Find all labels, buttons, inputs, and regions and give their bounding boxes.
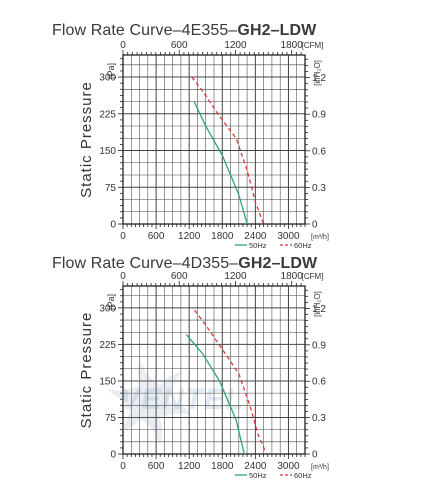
x2-tick-label: 0	[120, 271, 126, 282]
y2-tick-label: 0.3	[312, 183, 326, 194]
y-tick-label: 0	[110, 220, 116, 231]
x-tick-label: 3000	[277, 461, 300, 472]
legend-label-50hz: 50Hz	[249, 471, 267, 480]
flow-rate-chart-4e355: 0 600 1200 1800 2400 3000 [m³/h]0 600 1200 1800[C…	[78, 40, 329, 250]
y2-tick-label: 0.3	[312, 413, 326, 424]
x-tick-label: 1200	[178, 231, 201, 242]
x2-tick-label: 1200	[224, 40, 247, 51]
series-line-50hz	[193, 101, 248, 225]
watermark-fan-graphic	[108, 359, 192, 445]
grid	[122, 55, 306, 225]
y-axis-unit: [Pa]	[106, 63, 116, 79]
y-tick-label: 225	[99, 340, 116, 351]
x-axis-unit: [m³/h]	[311, 234, 329, 241]
y2-tick-label: 1.2	[312, 304, 326, 315]
x-axis-unit: [m³/h]	[311, 464, 329, 471]
y-axis-unit: [Pa]	[106, 294, 116, 310]
series-line-60hz	[191, 76, 265, 225]
y2-tick-label: 0.9	[312, 110, 326, 121]
y2-tick-label: 0.6	[312, 146, 326, 157]
watermark-fan-blade	[138, 402, 163, 445]
x-tick-label: 600	[148, 231, 165, 242]
x2-axis-unit: [CFM]	[302, 272, 324, 281]
x-tick-label: 1200	[178, 461, 201, 472]
x-tick-label: 3000	[277, 231, 300, 242]
watermark-fan-blade	[150, 372, 182, 404]
chart-title-prefix: Flow Rate Curve–4D355–	[52, 255, 239, 272]
x2-tick-label: 0	[120, 40, 126, 51]
y2-axis-unit: [inH₂O]	[313, 291, 322, 317]
x-tick-label: 0	[120, 461, 126, 472]
x2-axis-unit: [CFM]	[302, 41, 324, 50]
watermark-fan-blade	[137, 359, 162, 402]
y-tick-label: 150	[99, 146, 116, 157]
chart-title-model: GH2–LDW	[238, 255, 318, 272]
chart-title: Flow Rate Curve–4E355–GH2–LDW	[52, 22, 316, 40]
y2-tick-label: 0	[312, 220, 318, 231]
watermark-fan-blade	[118, 400, 150, 432]
x-tick-label: 0	[120, 231, 126, 242]
y2-tick-label: 0.6	[312, 377, 326, 388]
chart-title: Flow Rate Curve–4D355–GH2–LDW	[52, 255, 317, 273]
x-tick-label: 1800	[211, 461, 234, 472]
x2-tick-label: 600	[171, 271, 188, 282]
grid	[122, 286, 306, 455]
chart-title-prefix: Flow Rate Curve–4E355–	[52, 22, 238, 39]
x2-tick-label: 600	[171, 40, 188, 51]
x2-tick-label: 1800	[281, 40, 304, 51]
y-tick-label: 150	[99, 376, 116, 387]
y2-tick-label: 0.9	[312, 340, 326, 351]
y-axis-label: Static Pressure	[78, 81, 95, 198]
y-tick-label: 300	[99, 73, 116, 84]
y-tick-label: 75	[105, 183, 117, 194]
y-axis-label: Static Pressure	[78, 312, 95, 429]
x-tick-label: 600	[148, 461, 165, 472]
watermark-fan-blade	[108, 383, 150, 403]
series-line-50hz	[185, 334, 245, 455]
legend-label-60hz: 60Hz	[294, 471, 312, 480]
legend-label-50hz: 50Hz	[249, 241, 267, 250]
y2-tick-label: 1.2	[312, 73, 326, 84]
x-tick-label: 2400	[244, 231, 267, 242]
y2-tick-label: 0	[312, 450, 318, 461]
y2-axis-unit: [inH₂O]	[313, 60, 322, 86]
y-tick-label: 225	[99, 109, 116, 120]
y-tick-label: 0	[110, 450, 116, 461]
chart-title-model: GH2–LDW	[237, 22, 317, 39]
x2-tick-label: 1200	[224, 271, 247, 282]
x-tick-label: 2400	[244, 461, 267, 472]
series-line-60hz	[194, 309, 267, 455]
x2-tick-label: 1800	[281, 271, 304, 282]
watermark-fan-blade	[150, 401, 192, 421]
legend-label-60hz: 60Hz	[294, 241, 312, 250]
y-tick-label: 75	[105, 413, 117, 424]
x-tick-label: 1800	[211, 231, 234, 242]
y-tick-label: 300	[99, 303, 116, 314]
